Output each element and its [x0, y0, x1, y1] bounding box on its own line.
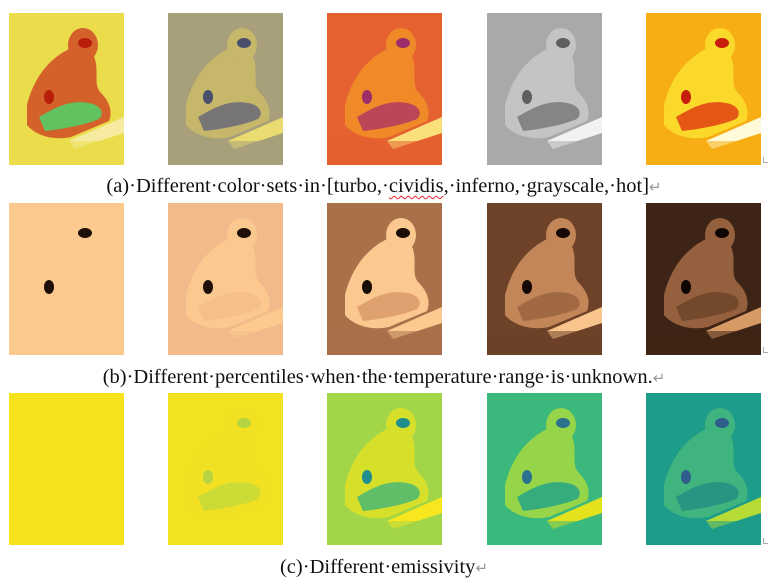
thumb-c-2	[168, 393, 283, 545]
thumb-b-2	[168, 203, 283, 355]
thumb-a-2	[168, 13, 283, 165]
figure-a-cividis	[168, 13, 283, 165]
thumb-c-5	[646, 393, 761, 545]
thumb-a-5	[646, 13, 761, 165]
thumb-a-4	[487, 13, 602, 165]
figure-a-turbo	[9, 13, 124, 165]
figure-b-percentile-4	[487, 203, 602, 355]
figure-b-percentile-1	[9, 203, 124, 355]
thumb-c-4	[487, 393, 602, 545]
thumb-c-3	[327, 393, 442, 545]
paragraph-mark-icon: ↵	[649, 178, 662, 196]
figure-c-emissivity-3	[327, 393, 442, 545]
caption-c-text: (c)·Different·emissivity	[279, 556, 476, 578]
thumb-b-1	[9, 203, 124, 355]
paragraph-mark-icon: ↵	[475, 559, 489, 577]
thumb-b-5	[646, 203, 761, 355]
caption-c: (c)·Different·emissivity↵	[0, 555, 768, 580]
figure-a-inferno	[327, 13, 442, 165]
thumb-a-1	[9, 13, 124, 165]
caption-a-text: (a)·Different·color·sets·in·[turbo,·	[106, 175, 389, 197]
figure-b-percentile-3	[327, 203, 442, 355]
caption-b: (b)·Different·percentiles·when·the·tempe…	[0, 365, 768, 390]
edge-mark	[763, 538, 768, 544]
caption-b-text: (b)·Different·percentiles·when·the·tempe…	[102, 366, 653, 388]
figure-c-emissivity-1	[9, 393, 124, 545]
edge-mark	[763, 157, 768, 163]
figure-b-percentile-2	[168, 203, 283, 355]
edge-mark	[763, 347, 768, 353]
thumb-a-3	[327, 13, 442, 165]
figure-b-percentile-5	[646, 203, 761, 355]
figure-a-hot	[646, 13, 761, 165]
figure-c-emissivity-5	[646, 393, 761, 545]
caption-a-text-end: ,·inferno,·grayscale,·hot]	[443, 175, 650, 197]
caption-a: (a)·Different·color·sets·in·[turbo,·civi…	[0, 174, 768, 199]
caption-a-flagged-word: cividis	[388, 175, 444, 197]
figure-c-emissivity-2	[168, 393, 283, 545]
thumb-c-1	[9, 393, 124, 545]
figure-c-emissivity-4	[487, 393, 602, 545]
thumb-b-3	[327, 203, 442, 355]
figure-a-grayscale	[487, 13, 602, 165]
thumb-b-4	[487, 203, 602, 355]
paragraph-mark-icon: ↵	[652, 369, 666, 387]
